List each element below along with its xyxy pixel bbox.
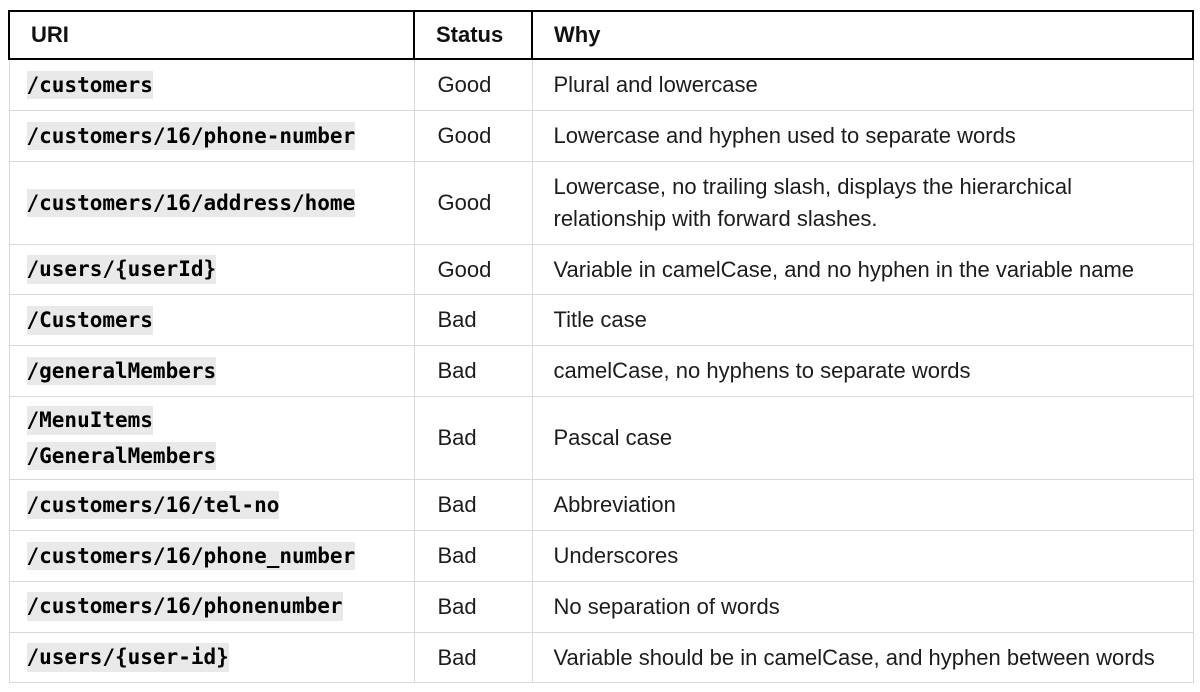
uri-cell: /users/{userId} (8, 243, 415, 296)
table-row: /customers/16/tel-no Bad Abbreviation (8, 478, 1194, 531)
why-cell: Title case (531, 294, 1194, 347)
table-row: /customers/16/address/home Good Lowercas… (8, 160, 1194, 245)
uri-cell: /customers/16/phone-number (8, 109, 415, 162)
status-cell: Bad (413, 580, 533, 633)
uri-code-chip: /customers (26, 70, 153, 100)
table-row: /customers Good Plural and lowercase (8, 58, 1194, 111)
table-row: /users/{user-id} Bad Variable should be … (8, 631, 1194, 684)
uri-cell: /users/{user-id} (8, 631, 415, 684)
uri-code-chip: /customers/16/phone_number (26, 541, 356, 570)
uri-cell: /customers/16/tel-no (8, 478, 415, 531)
table-row: /MenuItems /GeneralMembers Bad Pascal ca… (8, 396, 1194, 480)
why-cell: Lowercase and hyphen used to separate wo… (531, 109, 1194, 162)
table-header-row: URI Status Why (8, 10, 1194, 60)
uri-cell: /MenuItems /GeneralMembers (8, 396, 415, 480)
uri-cell: /customers/16/address/home (8, 160, 415, 245)
why-cell: Abbreviation (531, 478, 1194, 531)
uri-code-chip: /MenuItems (26, 406, 153, 435)
uri-cell: /Customers (8, 294, 415, 347)
uri-code-chip: /generalMembers (26, 357, 217, 386)
uri-code-chip: /users/{user-id} (26, 643, 229, 672)
uri-code-chip: /users/{userId} (26, 255, 217, 284)
uri-cell: /customers (8, 58, 415, 111)
status-cell: Good (413, 243, 533, 296)
status-cell: Bad (413, 478, 533, 531)
uri-code-chip: /customers/16/phone-number (26, 121, 356, 150)
status-cell: Bad (413, 345, 533, 398)
why-cell: Variable should be in camelCase, and hyp… (531, 631, 1194, 684)
uri-cell: /customers/16/phonenumber (8, 580, 415, 633)
uri-code-chip: /customers/16/address/home (26, 188, 356, 217)
uri-naming-table: URI Status Why /customers Good Plural an… (8, 10, 1194, 684)
why-cell: Underscores (531, 529, 1194, 582)
table-row: /customers/16/phone_number Bad Underscor… (8, 529, 1194, 582)
status-cell: Good (413, 109, 533, 162)
uri-code-chip: /GeneralMembers (26, 441, 217, 470)
table-row: /Customers Bad Title case (8, 294, 1194, 347)
header-uri: URI (8, 10, 415, 60)
why-cell: No separation of words (531, 580, 1194, 633)
why-cell: camelCase, no hyphens to separate words (531, 345, 1194, 398)
table-row: /users/{userId} Good Variable in camelCa… (8, 243, 1194, 296)
why-cell: Lowercase, no trailing slash, displays t… (531, 160, 1194, 245)
status-cell: Bad (413, 396, 533, 480)
uri-cell: /generalMembers (8, 345, 415, 398)
header-why: Why (531, 10, 1194, 60)
uri-code-chip: /customers/16/phonenumber (26, 592, 343, 621)
table-row: /customers/16/phone-number Good Lowercas… (8, 109, 1194, 162)
status-cell: Good (413, 160, 533, 245)
uri-code-chip: /customers/16/tel-no (26, 490, 280, 520)
why-cell: Variable in camelCase, and no hyphen in … (531, 243, 1194, 296)
status-cell: Bad (413, 294, 533, 347)
header-status: Status (413, 10, 533, 60)
why-cell: Plural and lowercase (531, 58, 1194, 111)
status-cell: Good (413, 58, 533, 111)
status-cell: Bad (413, 631, 533, 684)
table-row: /customers/16/phonenumber Bad No separat… (8, 580, 1194, 633)
why-cell: Pascal case (531, 396, 1194, 480)
status-cell: Bad (413, 529, 533, 582)
uri-cell: /customers/16/phone_number (8, 529, 415, 582)
table-row: /generalMembers Bad camelCase, no hyphen… (8, 345, 1194, 398)
uri-code-chip: /Customers (26, 306, 153, 335)
